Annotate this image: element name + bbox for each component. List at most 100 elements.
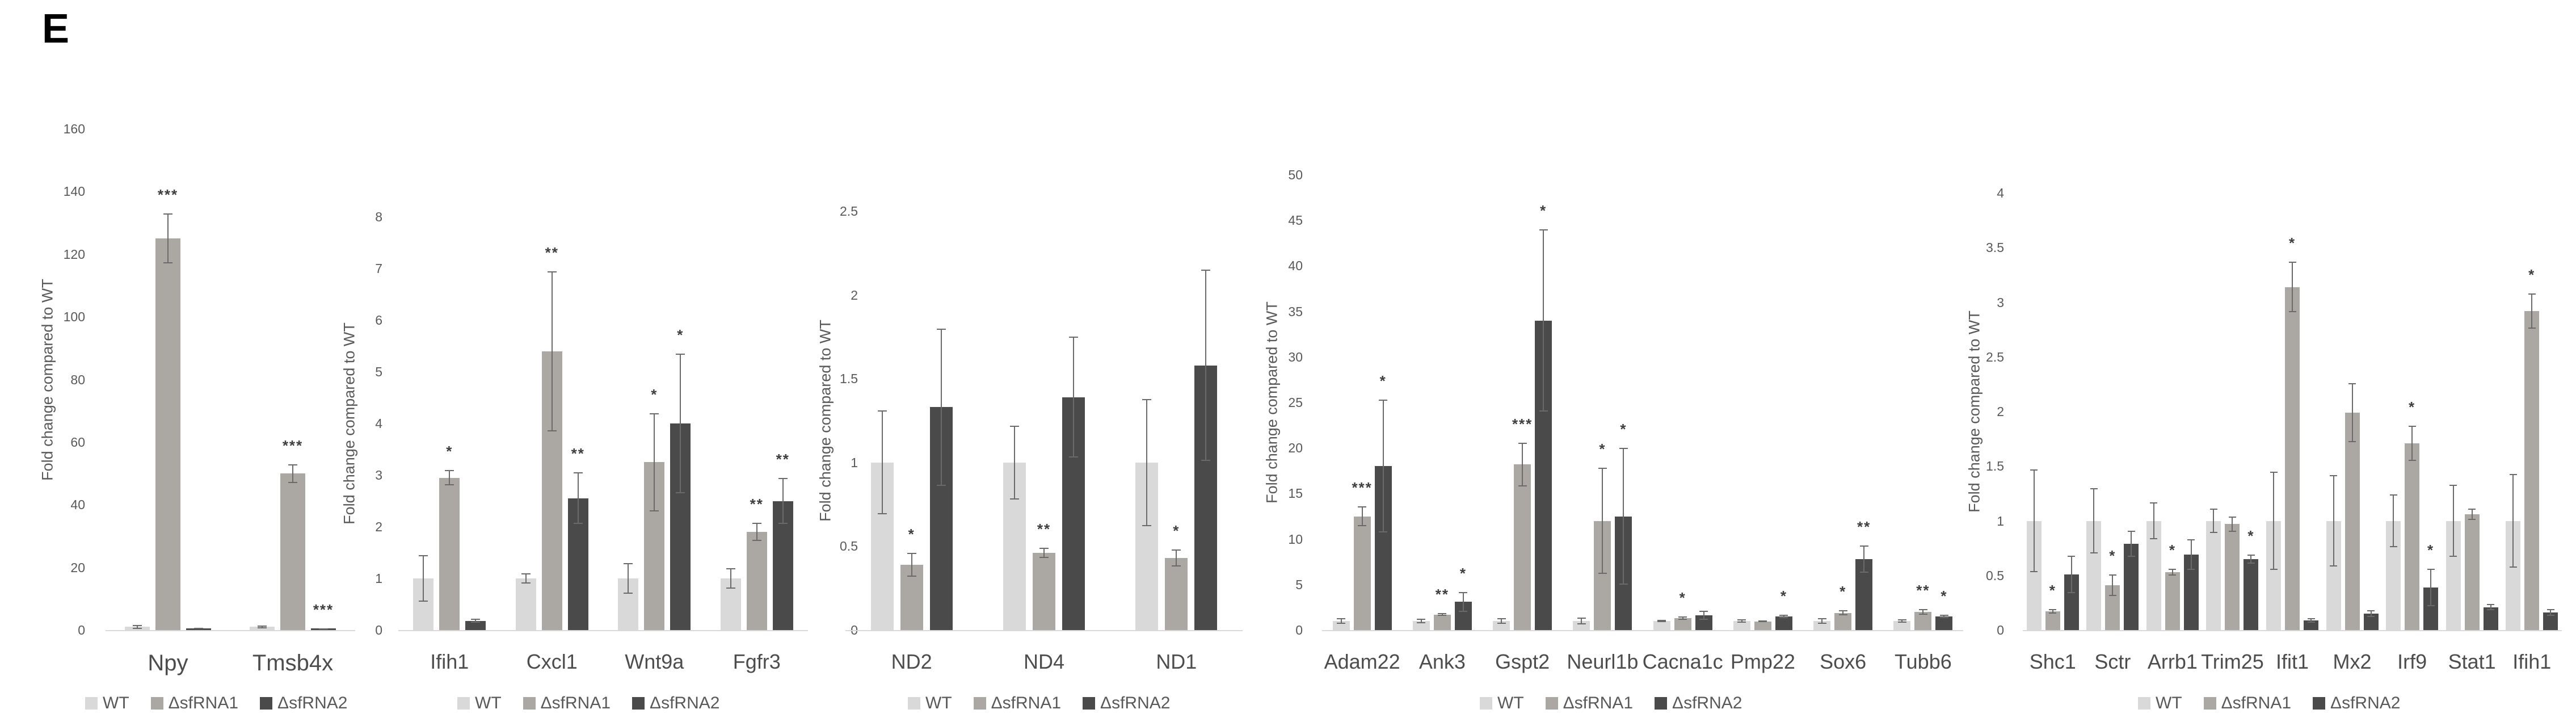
error-bar-part (2310, 618, 2312, 623)
error-bar-part (1201, 459, 1211, 461)
bar-WT (1733, 620, 1750, 630)
gene-label: ND2 (891, 650, 932, 673)
error-bar-part (1598, 468, 1607, 469)
error-bar-part (1201, 270, 1211, 271)
error-bar-part (2131, 530, 2132, 557)
error-bar-part (1943, 614, 1945, 619)
bar-ΔsfRNA1 (1834, 612, 1852, 630)
y-tick-label: 160 (63, 121, 85, 136)
legend-item-WT: WT (2138, 695, 2182, 712)
error-bar-part (2490, 603, 2491, 611)
error-bar-part (2292, 262, 2293, 312)
bar-WT (1653, 620, 1670, 630)
error-bar (573, 472, 583, 524)
y-tick-label: 0 (78, 623, 85, 637)
gene-label: Cxcl1 (526, 650, 578, 673)
y-tick-label: 5 (375, 364, 382, 379)
gene-label: Trim25 (2201, 650, 2264, 673)
error-bar-part (2333, 475, 2334, 567)
error-bar (2449, 484, 2457, 557)
panel-letter: E (42, 6, 70, 52)
significance-marker: * (1540, 202, 1547, 220)
y-tick-label: 140 (63, 184, 85, 199)
error-bar-part (1678, 616, 1687, 618)
error-bar-part (1821, 618, 1823, 624)
error-bar-part (2427, 605, 2435, 606)
legend-swatch (973, 697, 986, 710)
error-bar-part (2528, 327, 2536, 329)
significance-marker: * (2288, 234, 2296, 252)
error-bar-part (877, 513, 887, 515)
significance-marker: * (1379, 372, 1387, 390)
error-bar-part (2509, 566, 2517, 568)
error-bar-part (2348, 440, 2356, 442)
y-tick-label: 40 (70, 497, 85, 513)
y-tick-label: 80 (70, 372, 85, 387)
error-bar (1358, 506, 1367, 527)
gene-label: Adam22 (1324, 650, 1400, 673)
error-bar-part (1539, 229, 1548, 231)
error-bar (2209, 509, 2217, 533)
gene-label: Ifit1 (2275, 650, 2309, 673)
error-bar (133, 625, 142, 629)
error-bar-part (2068, 556, 2076, 557)
error-bar-part (445, 469, 454, 471)
error-bar-part (471, 622, 481, 623)
significance-marker: * (1780, 587, 1787, 605)
error-bar-part (1703, 611, 1704, 620)
error-bar-part (1623, 448, 1624, 585)
error-bar-part (194, 627, 203, 629)
error-bar (907, 553, 916, 577)
legend-item-ΔsfRNA1: ΔsfRNA1 (1545, 695, 1633, 712)
error-bar-part (1758, 620, 1767, 622)
error-bar (1142, 398, 1152, 526)
error-bar-part (2270, 471, 2278, 473)
error-bar (2068, 556, 2076, 593)
bar-ΔsfRNA2 (1935, 616, 1953, 630)
error-bar-part (1577, 623, 1586, 625)
bar-ΔsfRNA1 (1433, 614, 1451, 630)
error-bar-part (445, 484, 454, 486)
error-bar-part (1518, 485, 1527, 486)
error-bar-part (2090, 488, 2098, 489)
error-bar-part (2228, 516, 2236, 518)
error-bar (2427, 569, 2435, 606)
y-tick-label: 2.5 (840, 204, 858, 219)
error-bar-part (1462, 591, 1464, 612)
error-bar (1069, 337, 1078, 458)
error-bar-part (2127, 556, 2135, 557)
error-bar (2389, 494, 2397, 547)
error-bar-part (1699, 611, 1708, 612)
error-bar (1379, 400, 1388, 533)
error-bar (1758, 620, 1767, 623)
error-bar-part (2468, 509, 2476, 510)
legend-label: WT (1497, 694, 1524, 712)
error-bar-part (2449, 556, 2457, 557)
error-bar-part (1518, 442, 1527, 444)
error-bar (752, 522, 761, 542)
legend-item-WT: WT (1480, 695, 1524, 712)
error-bar-part (292, 464, 293, 483)
error-bar-part (2213, 509, 2215, 533)
error-bar (2270, 471, 2278, 570)
significance-marker: * (2169, 542, 2176, 559)
error-bar-part (2108, 574, 2116, 576)
error-bar-part (2127, 530, 2135, 532)
error-bar-part (1379, 531, 1388, 533)
error-bar-part (1758, 621, 1767, 623)
error-bar (1459, 591, 1468, 612)
error-bar (2330, 475, 2338, 567)
bar-ΔsfRNA1 (2464, 514, 2480, 630)
legend-label: ΔsfRNA2 (1100, 694, 1171, 712)
gene-label: Ank3 (1419, 650, 1466, 673)
error-bar-part (726, 587, 735, 589)
y-tick-label: 7 (375, 261, 382, 276)
legend-item-ΔsfRNA2: ΔsfRNA2 (1083, 695, 1170, 712)
error-bar (2408, 426, 2416, 461)
legend-item-ΔsfRNA2: ΔsfRNA2 (632, 695, 719, 712)
error-bar-part (1039, 557, 1049, 559)
error-bar-part (2288, 310, 2296, 312)
significance-marker: * (2427, 542, 2435, 559)
error-bar-part (2393, 494, 2394, 547)
